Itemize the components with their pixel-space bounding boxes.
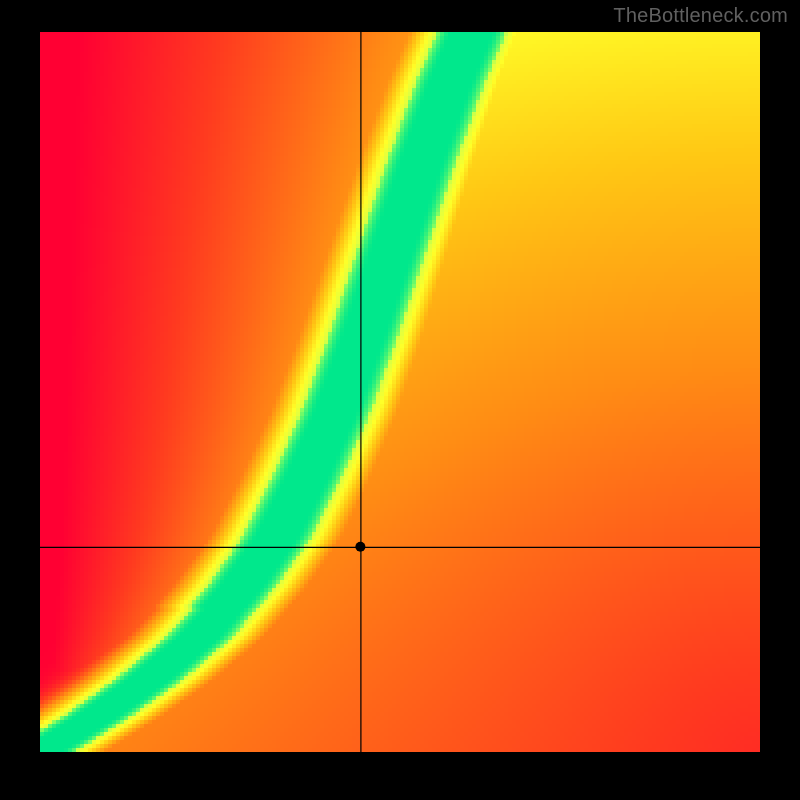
chart-container: TheBottleneck.com [0,0,800,800]
watermark-label: TheBottleneck.com [613,5,788,28]
plot-area [40,32,760,752]
heatmap-canvas [40,32,760,752]
